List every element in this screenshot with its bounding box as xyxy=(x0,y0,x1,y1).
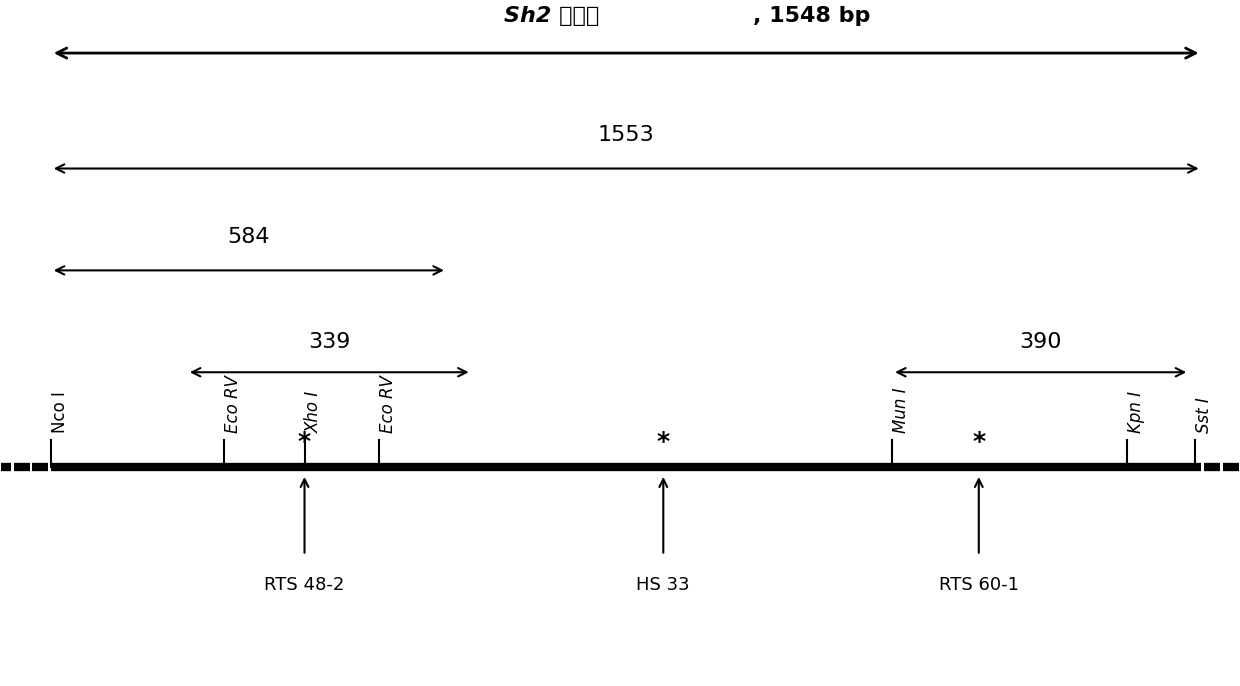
Text: Sh2 编码区: Sh2 编码区 xyxy=(505,6,600,26)
Text: Eco RV: Eco RV xyxy=(378,375,397,434)
Text: 339: 339 xyxy=(308,332,351,352)
Text: *: * xyxy=(657,429,670,453)
Text: Xho I: Xho I xyxy=(305,391,322,434)
Text: *: * xyxy=(298,429,311,453)
Text: RTS 60-1: RTS 60-1 xyxy=(939,576,1019,594)
Text: Nco I: Nco I xyxy=(51,392,69,434)
Text: , 1548 bp: , 1548 bp xyxy=(753,6,870,26)
Text: 584: 584 xyxy=(228,226,270,246)
Text: Mun I: Mun I xyxy=(893,388,910,434)
Text: 390: 390 xyxy=(1019,332,1061,352)
Text: Eco RV: Eco RV xyxy=(224,375,242,434)
Text: RTS 48-2: RTS 48-2 xyxy=(264,576,345,594)
Text: Kpn I: Kpn I xyxy=(1127,391,1146,434)
Text: *: * xyxy=(972,429,986,453)
Text: HS 33: HS 33 xyxy=(636,576,691,594)
Text: Sst I: Sst I xyxy=(1195,398,1213,434)
Text: 1553: 1553 xyxy=(598,125,655,145)
